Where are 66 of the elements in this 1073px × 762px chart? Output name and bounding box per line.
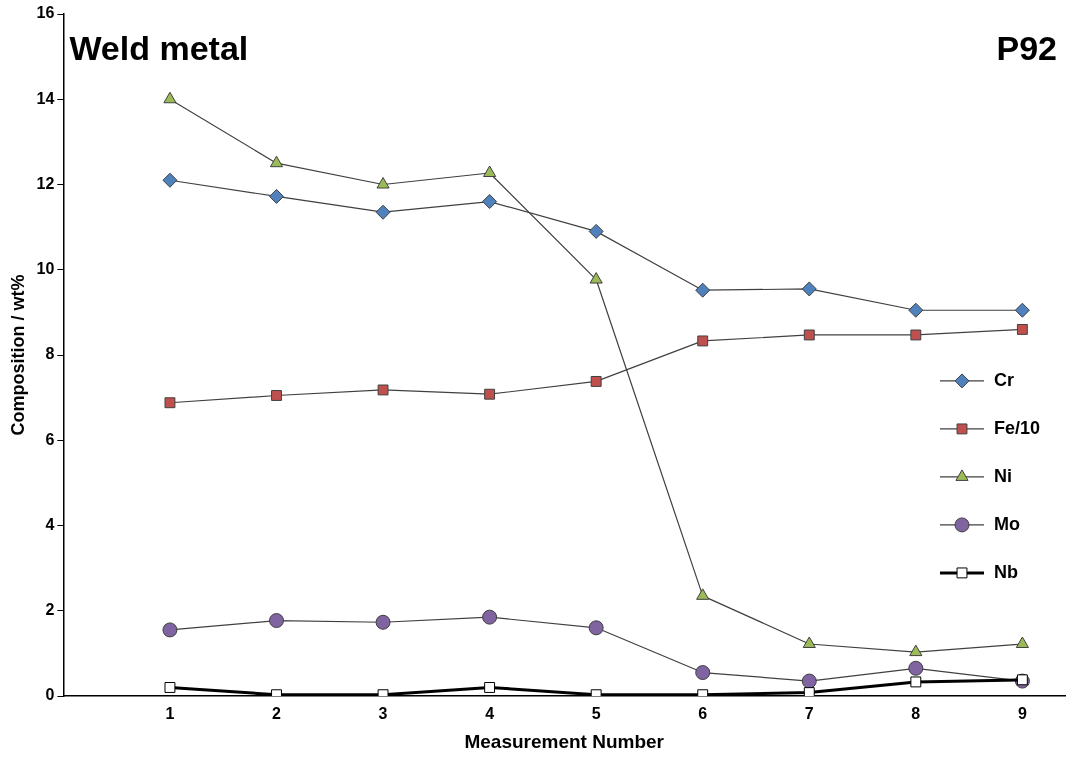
point (910, 676, 922, 688)
point (483, 165, 497, 177)
point (484, 388, 496, 400)
y-tick-label: 14 (36, 89, 55, 107)
legend-label: Cr (994, 369, 1015, 390)
point (910, 329, 922, 341)
point (697, 335, 709, 347)
point (162, 172, 178, 188)
y-tick-label: 6 (45, 430, 55, 448)
x-tick-label: 3 (378, 705, 388, 723)
point (588, 223, 604, 239)
y-tick-label: 4 (45, 515, 55, 533)
point (269, 155, 284, 168)
point (482, 609, 498, 625)
point (1015, 636, 1029, 648)
point (377, 384, 389, 396)
annotation: Weld metal (69, 29, 249, 68)
x-tick-label: 7 (804, 705, 814, 723)
point (590, 375, 602, 387)
point (269, 613, 284, 629)
x-tick-label: 9 (1017, 705, 1027, 723)
legend-label: Ni (994, 465, 1012, 486)
point (163, 91, 177, 104)
point (803, 687, 815, 696)
x-tick-label: 6 (698, 705, 708, 723)
point (802, 636, 816, 648)
point (162, 622, 178, 638)
y-tick-label: 8 (45, 345, 55, 363)
point (484, 682, 496, 693)
point (695, 282, 711, 298)
point (908, 302, 924, 318)
x-tick-label: 5 (591, 705, 601, 723)
point (801, 673, 817, 689)
y-tick-label: 16 (36, 4, 55, 22)
x-tick-label: 4 (485, 705, 495, 723)
point (1014, 302, 1030, 318)
point (588, 620, 604, 636)
y-axis-title: Composition / wt% (7, 274, 28, 436)
x-tick-label: 2 (272, 705, 282, 723)
point (375, 614, 391, 630)
y-tick-label: 0 (45, 686, 55, 704)
point (269, 188, 284, 204)
point (376, 177, 390, 189)
point (482, 194, 498, 210)
y-tick-label: 2 (45, 601, 55, 619)
point (164, 682, 176, 693)
point (696, 588, 710, 600)
point (375, 204, 391, 220)
x-axis-title: Measurement Number (464, 730, 665, 752)
point (271, 390, 282, 401)
point (909, 644, 923, 657)
point (695, 665, 711, 681)
annotation: P92 (996, 29, 1057, 68)
legend-label: Mo (994, 513, 1020, 534)
point (589, 272, 603, 284)
point (1016, 323, 1028, 335)
point (801, 281, 817, 297)
legend-label: Fe/10 (994, 417, 1041, 438)
point (803, 329, 815, 341)
point (164, 397, 176, 409)
y-tick-label: 12 (36, 174, 55, 192)
y-tick-label: 10 (36, 260, 55, 278)
legend-label: Nb (994, 561, 1018, 582)
x-tick-label: 1 (165, 705, 175, 723)
x-tick-label: 8 (911, 705, 921, 723)
point (908, 660, 924, 676)
